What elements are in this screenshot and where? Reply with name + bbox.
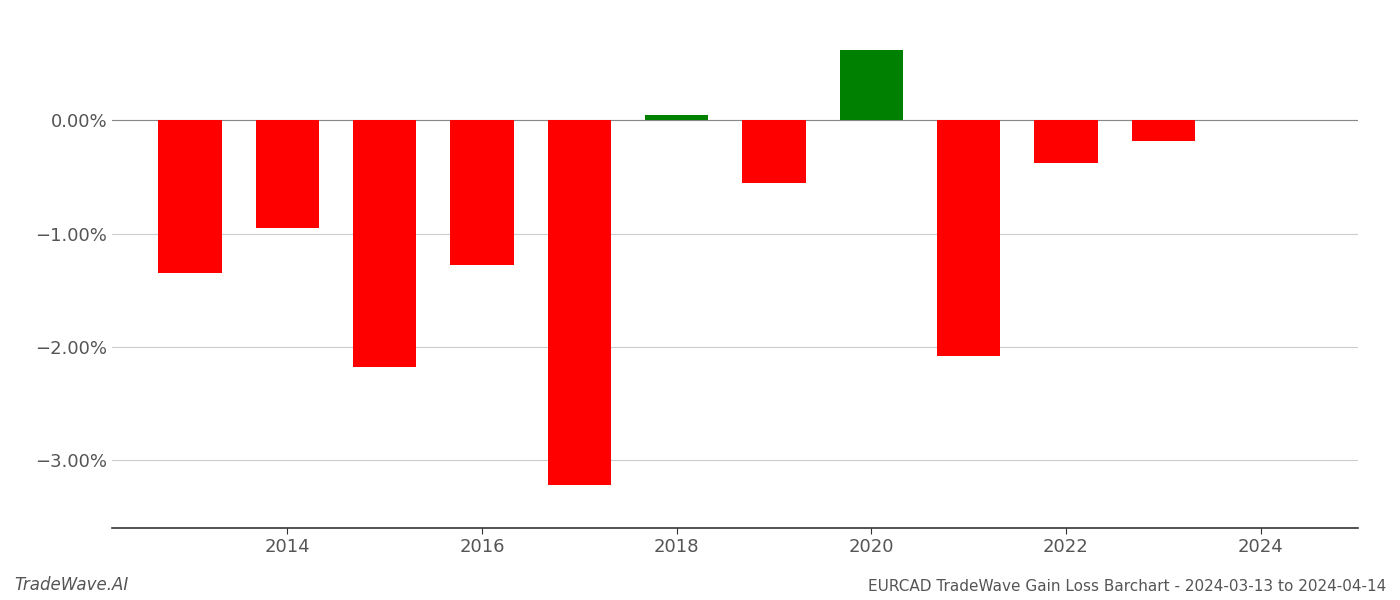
Bar: [256, 120, 319, 228]
Bar: [451, 120, 514, 265]
Bar: [158, 120, 221, 273]
Bar: [742, 120, 805, 182]
Text: EURCAD TradeWave Gain Loss Barchart - 2024-03-13 to 2024-04-14: EURCAD TradeWave Gain Loss Barchart - 20…: [868, 579, 1386, 594]
Bar: [353, 120, 416, 367]
Bar: [1035, 120, 1098, 163]
Bar: [645, 115, 708, 120]
Bar: [547, 120, 610, 485]
Bar: [840, 50, 903, 120]
Bar: [1131, 120, 1196, 140]
Text: TradeWave.AI: TradeWave.AI: [14, 576, 129, 594]
Bar: [937, 120, 1000, 356]
